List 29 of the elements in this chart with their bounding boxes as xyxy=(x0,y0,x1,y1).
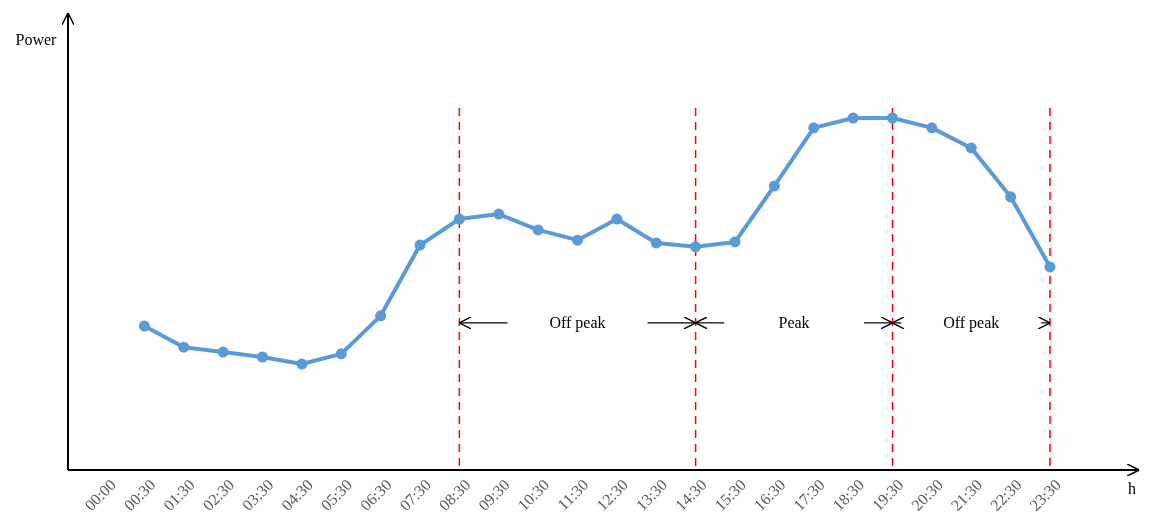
point xyxy=(572,234,583,246)
x-axis-title: h xyxy=(1128,480,1136,497)
point xyxy=(138,320,150,332)
point xyxy=(257,351,268,363)
point xyxy=(1044,261,1056,273)
point xyxy=(690,241,702,253)
point xyxy=(729,236,741,248)
point xyxy=(650,237,662,249)
point xyxy=(335,348,347,360)
point xyxy=(532,224,544,236)
annotation: Peak xyxy=(778,313,810,331)
annotation: Off peak xyxy=(549,313,606,332)
point xyxy=(611,213,623,225)
point xyxy=(1005,191,1017,203)
annotation: Off peak xyxy=(943,313,1000,332)
point xyxy=(453,213,465,225)
y-axis-title: Power xyxy=(15,31,58,48)
point xyxy=(965,142,977,154)
point xyxy=(375,310,387,322)
point xyxy=(414,239,426,251)
point xyxy=(847,112,859,124)
point xyxy=(178,341,190,353)
point xyxy=(768,180,780,192)
point xyxy=(926,122,938,134)
point xyxy=(296,358,308,370)
point xyxy=(493,208,505,220)
point xyxy=(217,346,229,358)
point xyxy=(808,122,820,134)
point xyxy=(887,112,898,124)
